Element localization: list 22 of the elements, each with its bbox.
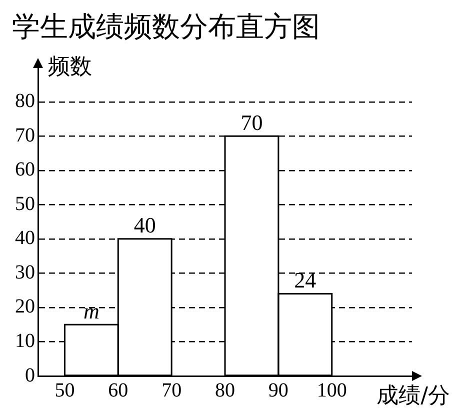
x-tick-label: 50 [54,379,75,402]
data-label: m [83,298,100,324]
y-tick-label: 80 [15,90,35,112]
y-tick-label: 50 [15,192,35,215]
data-label: 70 [240,110,263,135]
y-tick-label: 0 [25,364,35,386]
x-axis-title: 成绩/分 [376,384,450,409]
data-label: 40 [134,212,156,238]
y-tick-label: 20 [15,296,35,318]
y-tick-label: 10 [15,330,35,352]
y-tick-label: 70 [15,124,35,146]
chart-title: 学生成绩频数分布直方图 [12,10,320,44]
data-label: 24 [294,268,316,293]
y-tick-label: 30 [15,261,35,284]
y-axis-title: 频数 [48,54,92,80]
x-tick-label: 70 [162,379,182,402]
y-tick-label: 60 [15,158,35,181]
x-tick-label: 60 [108,379,128,402]
x-tick-label: 90 [268,379,288,402]
y-tick-label: 40 [15,227,35,250]
x-tick-label: 100 [316,379,347,402]
x-tick-label: 80 [215,379,235,402]
